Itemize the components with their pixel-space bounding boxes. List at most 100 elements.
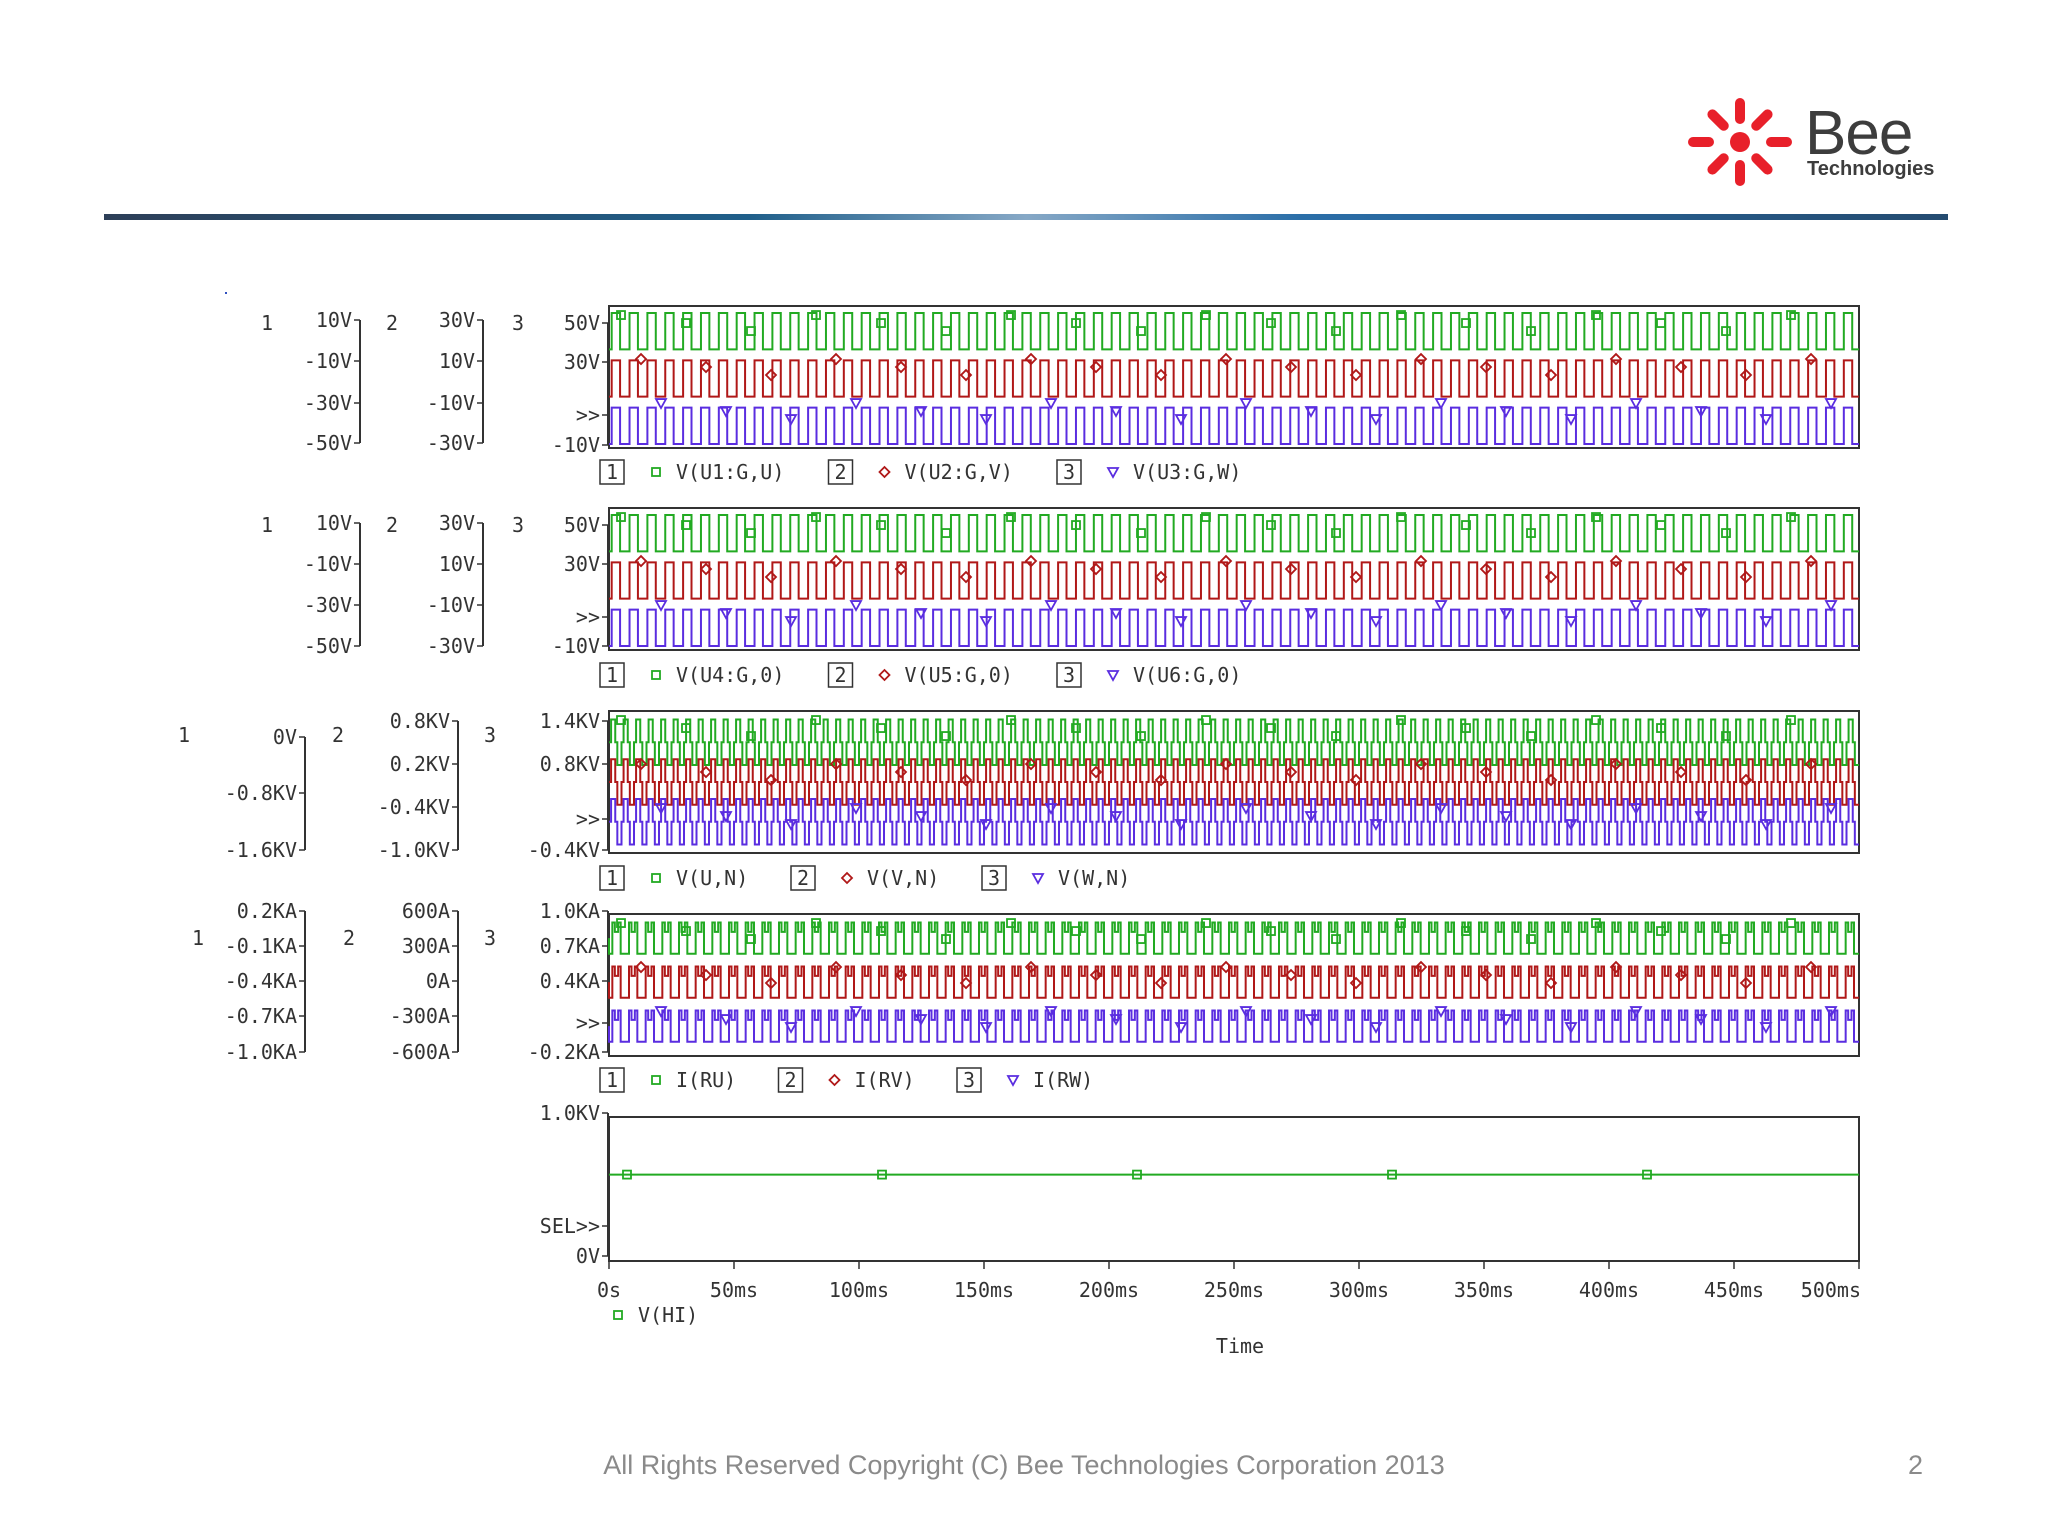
y-tick-label: 0A: [426, 969, 450, 993]
series-marker: [1721, 731, 1731, 741]
series-marker: [811, 512, 821, 522]
series-marker: [1024, 960, 1038, 974]
y-tick-label: SEL>>: [540, 1214, 600, 1238]
series-marker: [1006, 918, 1016, 928]
series-marker: [811, 918, 821, 928]
series-marker: [616, 310, 626, 320]
series-marker: [1219, 757, 1233, 771]
legend-index-label: 2: [834, 460, 846, 484]
series-marker: [914, 1014, 928, 1026]
legend-label: V(U4:G,0): [676, 663, 784, 687]
series-marker: [1089, 765, 1103, 779]
series-marker: [746, 326, 756, 336]
series-marker: [1136, 731, 1146, 741]
y-tick-label: -30V: [304, 391, 352, 415]
series-marker: [1024, 352, 1038, 366]
series-marker: [1656, 723, 1666, 733]
series-line-3: [609, 406, 1859, 445]
y-tick-label: -600A: [390, 1040, 450, 1064]
y-tick-label: -10V: [304, 349, 352, 373]
series-marker: [764, 368, 778, 382]
legend-label: V(U3:G,W): [1133, 460, 1241, 484]
series-marker: [1369, 819, 1383, 831]
series-marker: [894, 765, 908, 779]
axis-index-label: 3: [484, 723, 496, 747]
series-line-1: [608, 921, 1859, 955]
series-marker: [719, 608, 733, 620]
x-tick-label: 450ms: [1704, 1278, 1764, 1302]
legend-index-box: [777, 1067, 804, 1093]
series-marker: [1526, 326, 1536, 336]
legend-label: V(U5:G,0): [905, 663, 1013, 687]
x-tick-label: 50ms: [710, 1278, 758, 1302]
series-marker: [1544, 773, 1558, 787]
series-marker: [876, 318, 886, 328]
axis-index-label: 2: [343, 926, 355, 950]
series-marker: [1759, 1022, 1773, 1034]
series-marker: [876, 926, 886, 936]
series-marker: [1804, 960, 1818, 974]
series-marker: [1219, 960, 1233, 974]
legend-index-label: 2: [784, 1068, 796, 1092]
y-tick-label: 50V: [564, 513, 600, 537]
legend-label: V(U6:G,0): [1133, 663, 1241, 687]
series-marker: [1694, 1014, 1708, 1026]
series-marker: [1609, 352, 1623, 366]
series-marker: [1461, 520, 1471, 530]
axis-index-label: 3: [484, 926, 496, 950]
series-marker: [979, 819, 993, 831]
series-marker: [1284, 360, 1298, 374]
series-marker: [1304, 406, 1318, 418]
series-marker: [746, 934, 756, 944]
y-tick-label: -0.4KA: [225, 969, 297, 993]
series-line-3: [609, 798, 1859, 846]
y-tick-label: -0.7KA: [225, 1004, 297, 1028]
axis-index-label: 1: [178, 723, 190, 747]
stray-dot: [225, 292, 227, 294]
series-marker: [1044, 1006, 1058, 1018]
series-marker: [1674, 968, 1688, 982]
legend-label: V(V,N): [867, 866, 939, 890]
legend-marker: [1106, 467, 1120, 479]
series-marker: [1109, 608, 1123, 620]
series-marker: [1526, 934, 1536, 944]
y-tick-label: 600A: [402, 899, 450, 923]
series-marker: [1387, 1169, 1397, 1180]
x-axis-title: Time: [1216, 1334, 1264, 1358]
series-marker: [784, 1022, 798, 1034]
series-marker: [1044, 803, 1058, 815]
series-marker: [1824, 1006, 1838, 1018]
series-marker: [1071, 318, 1081, 328]
series-marker: [654, 803, 668, 815]
series-marker: [1479, 360, 1493, 374]
y-tick-label: 10V: [316, 511, 352, 535]
x-tick-label: 400ms: [1579, 1278, 1639, 1302]
y-tick-label: -50V: [304, 634, 352, 658]
series-marker: [1434, 1006, 1448, 1018]
series-marker: [1564, 1022, 1578, 1034]
axis-index-label: 2: [386, 513, 398, 537]
series-marker: [1284, 765, 1298, 779]
y-tick-label: -10V: [552, 433, 600, 457]
series-marker: [1239, 398, 1253, 410]
legend-index-label: 2: [797, 866, 809, 890]
series-marker: [1721, 326, 1731, 336]
series-marker: [1824, 600, 1838, 612]
series-marker: [1304, 608, 1318, 620]
series-marker: [1786, 715, 1796, 725]
series-marker: [1304, 1014, 1318, 1026]
bee-logo-icon: [1688, 98, 1792, 186]
x-tick-label: 250ms: [1204, 1278, 1264, 1302]
series-marker: [1739, 368, 1753, 382]
y-tick-label: 1.0KV: [540, 1101, 600, 1125]
series-marker: [1331, 326, 1341, 336]
series-marker: [1239, 803, 1253, 815]
series-marker: [1349, 773, 1363, 787]
series-marker: [1564, 414, 1578, 426]
series-marker: [1369, 616, 1383, 628]
series-marker: [1266, 520, 1276, 530]
series-marker: [1759, 414, 1773, 426]
y-tick-label: 0.8KV: [390, 709, 450, 733]
series-marker: [1201, 918, 1211, 928]
series-marker: [1349, 976, 1363, 990]
